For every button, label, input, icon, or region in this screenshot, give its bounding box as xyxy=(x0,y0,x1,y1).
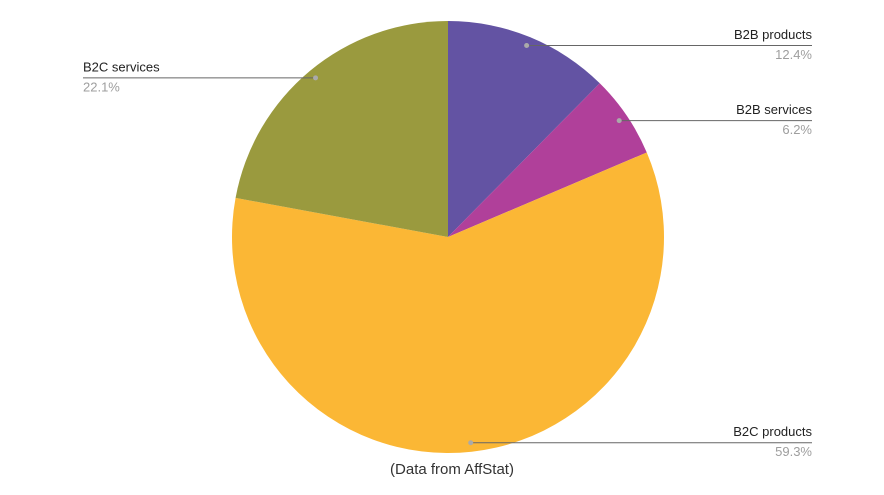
pie-slice xyxy=(448,21,600,237)
slice-value-label: 22.1% xyxy=(83,79,120,94)
slice-value-label: 6.2% xyxy=(782,122,812,137)
leader-dot xyxy=(313,75,319,81)
slice-value-label: 59.3% xyxy=(775,444,812,459)
slice-label: B2B services xyxy=(736,102,812,117)
slice-label: B2B products xyxy=(734,27,813,42)
slice-label: B2C products xyxy=(733,424,812,439)
slice-label: B2C services xyxy=(83,59,160,74)
caption: (Data from AffStat) xyxy=(390,461,514,478)
leader-dot xyxy=(468,440,474,446)
leader-dot xyxy=(616,118,622,124)
pie-slice xyxy=(232,152,664,454)
pie-slice xyxy=(448,83,647,238)
slice-value-label: 12.4% xyxy=(775,47,812,62)
pie-slice xyxy=(235,21,448,237)
leader-dot xyxy=(524,43,530,49)
